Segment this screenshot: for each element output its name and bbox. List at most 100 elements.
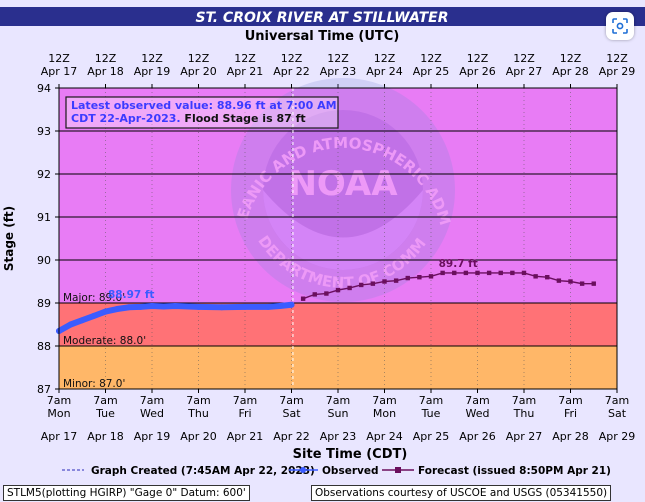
legend-graph-created: Graph Created (7:45AM Apr 22, 2023): [91, 465, 315, 477]
top-tick-time: 12Z: [606, 52, 628, 65]
bottom-tick-time: 7am: [326, 394, 350, 407]
watermark-inner: [263, 110, 423, 270]
y-tick-label: 93: [37, 125, 51, 138]
observed-point: [195, 303, 202, 310]
forecast-point: [556, 278, 562, 283]
footer-datum: STLM5(plotting HGIRP) "Gage 0" Datum: 60…: [3, 485, 250, 501]
observed-point: [102, 308, 109, 315]
bottom-tick-time: 7am: [558, 394, 582, 407]
bottom-tick-day: Sat: [608, 407, 627, 420]
bottom-tick-day: Sun: [328, 407, 349, 420]
forecast-point: [335, 287, 341, 293]
top-tick-time: 12Z: [281, 52, 303, 65]
y-axis-title: Stage (ft): [2, 206, 16, 271]
observed-point: [137, 303, 144, 310]
bottom-tick-day: Wed: [466, 407, 490, 420]
forecast-point: [370, 281, 376, 286]
legend-observed: Observed: [322, 465, 378, 477]
top-tick-date: Apr 22: [273, 65, 310, 78]
bottom-tick-time: 7am: [233, 394, 257, 407]
forecast-point: [452, 270, 457, 276]
forecast-point: [324, 291, 329, 296]
top-tick-date: Apr 19: [134, 65, 171, 78]
y-tick-label: 88: [37, 340, 51, 353]
observed-point: [276, 303, 283, 310]
forecast-point: [463, 270, 469, 276]
forecast-point: [545, 275, 550, 280]
bottom-tick-date: Apr 22: [273, 430, 310, 443]
bottom-tick-date: Apr 28: [552, 430, 589, 443]
forecast-point: [510, 270, 515, 276]
bottom-tick-day: Mon: [373, 407, 396, 420]
bottom-tick-time: 7am: [419, 394, 443, 407]
top-tick-time: 12Z: [374, 52, 396, 65]
legend-forecast-marker: [395, 467, 401, 473]
bottom-tick-time: 7am: [186, 394, 210, 407]
bottom-tick-time: 7am: [93, 394, 117, 407]
title-banner: [0, 7, 645, 26]
top-tick-time: 12Z: [420, 52, 442, 65]
bottom-tick-day: Tue: [95, 407, 115, 420]
forecast-point: [486, 270, 492, 276]
forecast-point: [382, 279, 387, 284]
observed-point: [218, 304, 225, 311]
band-minor: [59, 346, 617, 389]
forecast-point: [568, 279, 573, 284]
forecast-point: [405, 275, 410, 281]
chart-title: ST. CROIX RIVER AT STILLWATER: [195, 10, 448, 26]
top-tick-date: Apr 26: [459, 65, 496, 78]
annotation-date: CDT 22-Apr-2023.: [71, 112, 181, 125]
bottom-tick-day: Tue: [421, 407, 441, 420]
top-tick-time: 12Z: [141, 52, 163, 65]
forecast-point: [359, 282, 364, 288]
bottom-tick-time: 7am: [372, 394, 396, 407]
legend-observed-marker: [300, 467, 306, 473]
top-tick-time: 12Z: [48, 52, 70, 65]
bottom-tick-time: 7am: [465, 394, 489, 407]
bottom-tick-date: Apr 26: [459, 430, 496, 443]
legend: Graph Created (7:45AM Apr 22, 2023) Obse…: [62, 465, 611, 477]
forecast-point: [347, 285, 352, 291]
top-tick-date: Apr 17: [41, 65, 78, 78]
forecast-point: [591, 281, 596, 286]
lens-search-button[interactable]: [606, 12, 634, 40]
bottom-tick-day: Sat: [282, 407, 301, 420]
bottom-tick-time: 7am: [279, 394, 303, 407]
observed-point: [67, 321, 74, 328]
bottom-tick-date: Apr 20: [180, 430, 217, 443]
observed-point: [114, 306, 121, 313]
top-tick-date: Apr 24: [366, 65, 403, 78]
observed-point: [125, 304, 132, 311]
x-axis-title: Site Time (CDT): [293, 447, 408, 462]
y-tick-label: 90: [37, 254, 51, 267]
observed-point: [242, 303, 248, 310]
bottom-tick-date: Apr 18: [87, 430, 124, 443]
forecast-point: [300, 296, 306, 301]
top-tick-time: 12Z: [513, 52, 535, 65]
forecast-point: [312, 292, 317, 297]
forecast-point: [393, 278, 399, 283]
bottom-tick-day: Mon: [47, 407, 70, 420]
observed-point: [160, 303, 167, 310]
observed-point: [172, 303, 179, 310]
flood-category-label: Minor: 87.0': [63, 378, 125, 390]
top-tick-date: Apr 20: [180, 65, 217, 78]
bottom-tick-day: Thu: [513, 407, 535, 420]
top-axis-title: Universal Time (UTC): [245, 29, 400, 44]
footer-credits: Observations courtesy of USCOE and USGS …: [311, 485, 612, 501]
y-axis: 87 88 89 90 91 92 93 94: [37, 82, 59, 396]
bottom-tick-time: 7am: [47, 394, 71, 407]
bottom-tick-time: 7am: [605, 394, 629, 407]
top-tick-time: 12Z: [327, 52, 349, 65]
latest-value-annotation: Latest observed value: 88.96 ft at 7:00 …: [65, 96, 339, 129]
forecast-point: [498, 270, 503, 276]
forecast-point: [533, 274, 538, 279]
annotation-line2: CDT 22-Apr-2023. Flood Stage is 87 ft: [71, 112, 306, 125]
bottom-tick-day: Wed: [140, 407, 164, 420]
y-tick-label: 94: [37, 82, 51, 95]
watermark-wave: [263, 190, 423, 270]
bottom-tick-date: Apr 23: [320, 430, 357, 443]
bottom-tick-date: Apr 25: [413, 430, 450, 443]
